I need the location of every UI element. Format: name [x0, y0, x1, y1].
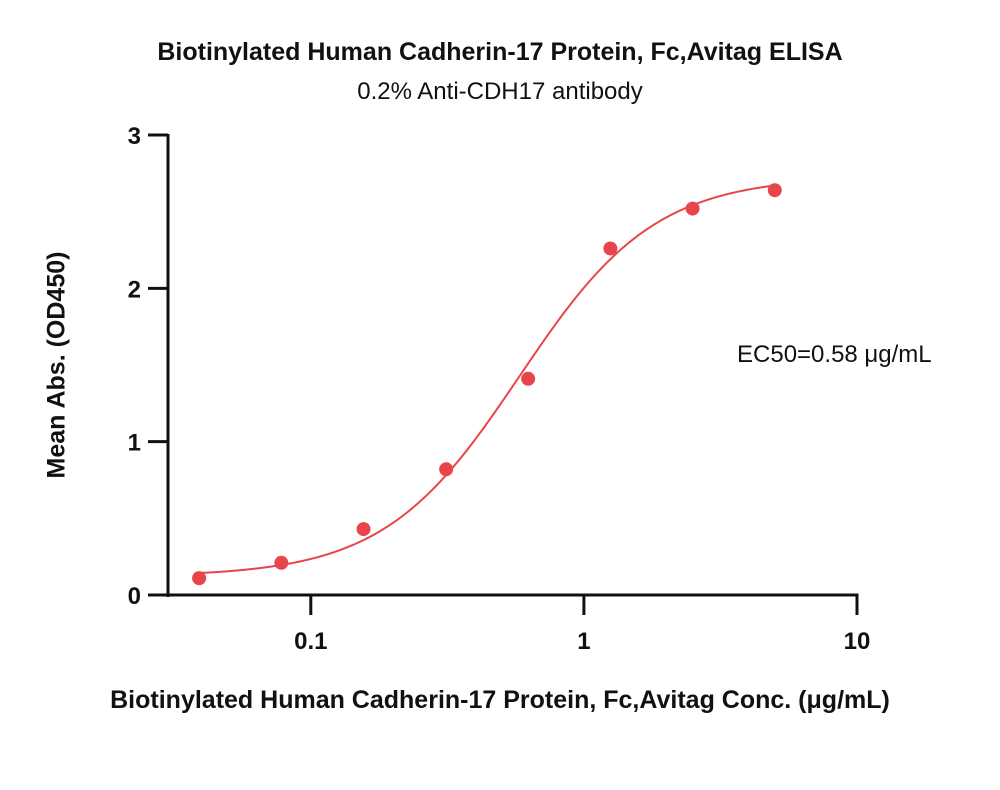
x-tick-label: 0.1 — [294, 628, 327, 655]
fit-curve-layer — [199, 184, 775, 575]
data-point — [603, 241, 618, 256]
data-point — [192, 571, 207, 586]
x-axis-label: Biotinylated Human Cadherin-17 Protein, … — [110, 686, 890, 714]
x-tick-label: 10 — [844, 628, 871, 655]
ec50-annotation: EC50=0.58 μg/mL — [737, 341, 932, 368]
y-tick-label: 1 — [128, 430, 141, 457]
x-tick-label: 1 — [577, 628, 590, 655]
y-tick-label: 2 — [128, 276, 141, 303]
data-point — [767, 183, 782, 198]
data-point — [439, 462, 454, 477]
data-point — [274, 555, 289, 570]
chart-subtitle: 0.2% Anti-CDH17 antibody — [357, 78, 643, 105]
y-tick-label: 3 — [128, 123, 141, 150]
data-point — [685, 201, 700, 216]
axes: 0 1 2 3 0.1 1 10 — [128, 123, 871, 655]
data-point — [356, 522, 371, 537]
y-tick-label: 0 — [128, 583, 141, 610]
data-point — [521, 371, 536, 386]
chart-title: Biotinylated Human Cadherin-17 Protein, … — [157, 38, 843, 66]
fit-curve — [199, 184, 775, 575]
data-points — [192, 183, 782, 586]
